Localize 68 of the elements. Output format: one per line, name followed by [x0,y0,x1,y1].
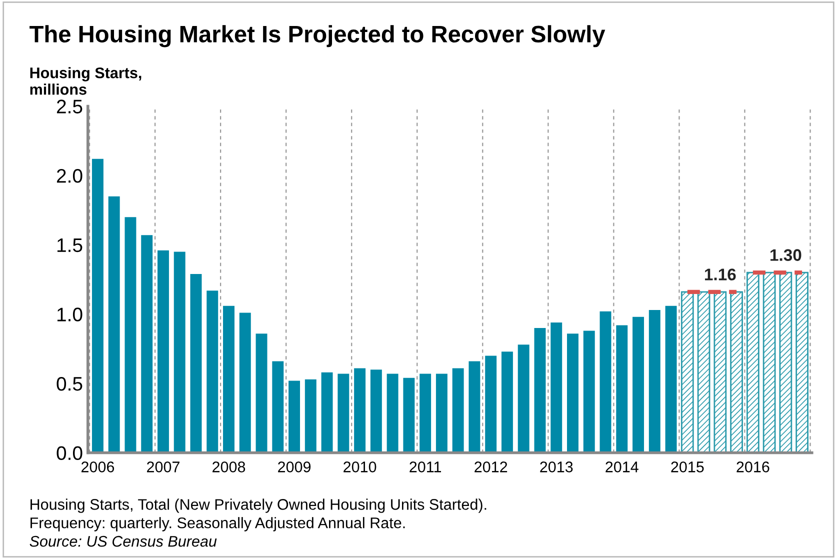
bar [436,374,448,453]
bar [354,368,366,453]
bar [420,374,432,453]
bar [600,311,612,453]
bar [665,306,677,453]
bar [501,352,513,453]
bar [288,380,300,453]
bar [648,310,660,453]
bar [141,235,153,453]
bar [272,361,284,453]
text: Frequency: quarterly. Seasonally Adjusted Annual Rate. [30,517,405,532]
bar [206,290,218,453]
bar [518,344,530,453]
y-tick-label: 1.0 [57,308,82,322]
bar [779,272,792,453]
bar [174,252,186,453]
x-tick-label: 2007 [147,462,180,472]
bar [468,361,480,453]
bar [680,291,694,453]
bar [108,196,120,453]
bar [485,356,497,453]
data-label: 1.16 [704,268,736,280]
x-tick-label: 2015 [671,462,704,472]
chart-title: The Housing Market Is Projected to Recover Slowly [30,25,606,48]
x-tick-label: 2014 [606,462,638,472]
bar [304,379,316,453]
bar [92,158,104,453]
bar [567,334,578,453]
x-tick-label: 2008 [212,462,246,472]
bar [452,368,464,453]
bar [190,274,202,453]
text: Housing Starts, Total (New Privately Owned Housing Units Started). [30,498,486,513]
bar [616,325,628,453]
x-tick-label: 2013 [540,462,573,472]
bar [796,272,808,453]
bar [321,372,333,453]
bar [632,316,644,453]
x-tick-label: 2011 [410,462,442,472]
x-tick-label: 2016 [736,462,770,472]
y-tick-label: 1.5 [57,238,82,252]
x-tick-label: 2009 [278,462,311,472]
bar [158,250,169,453]
bar [730,291,743,453]
bar [534,328,546,453]
bar [239,312,251,453]
x-tick-label: 2010 [344,462,376,472]
data-label: 1.30 [770,249,802,261]
y-axis-title: Housing Starts, millions [30,67,142,95]
x-tick-label: 2006 [81,462,114,472]
bar [370,370,382,453]
bar [256,334,268,453]
y-tick-label: 0.5 [56,376,82,391]
bar [746,272,760,453]
x-tick-label: 2012 [474,462,508,472]
y-tick-label: 2.0 [56,168,82,183]
bar [223,306,234,453]
bar [550,322,562,453]
bar [338,374,350,453]
bar [762,272,776,453]
bar [697,291,710,453]
bar [124,217,136,453]
bar [403,378,415,453]
y-tick-label: 0.0 [56,446,82,460]
bar [714,291,727,453]
y-tick-label: 2.5 [56,100,82,114]
source-note: Source: US Census Bureau [30,536,217,547]
bar [583,330,595,453]
bar [386,374,398,453]
